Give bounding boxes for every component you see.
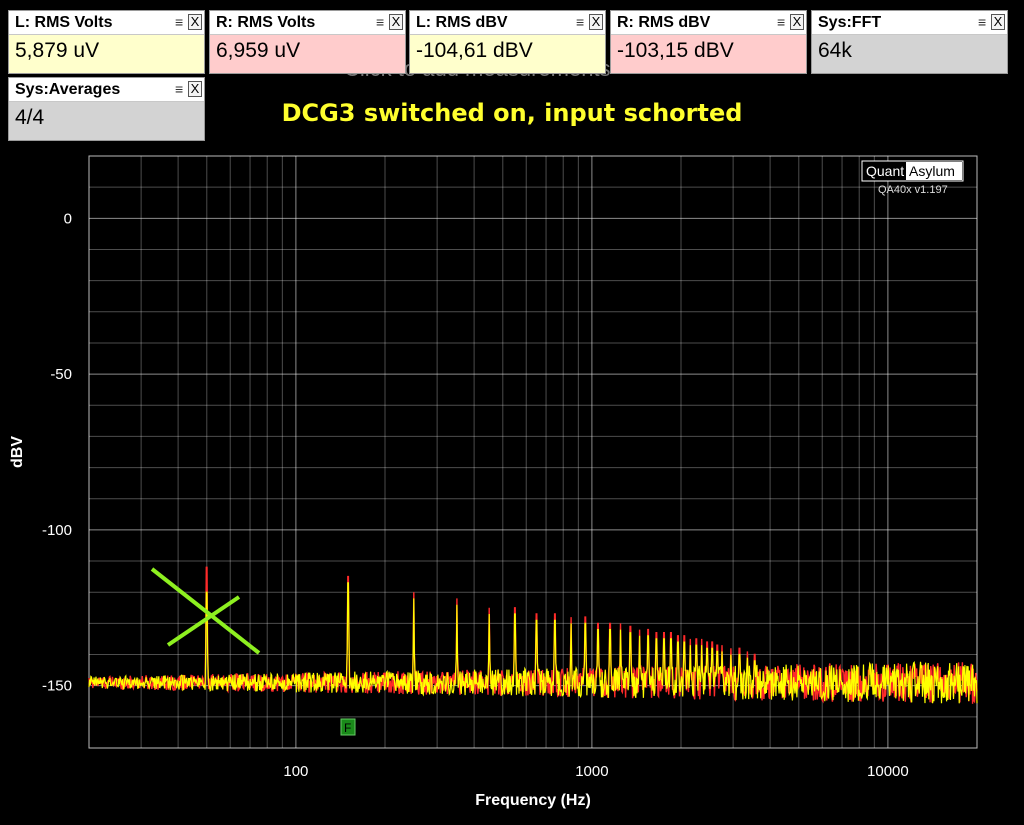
menu-icon[interactable]: ≡ (376, 14, 385, 30)
menu-icon[interactable]: ≡ (978, 14, 987, 30)
f-marker[interactable]: F (340, 718, 356, 736)
y-tick-label: -100 (42, 522, 72, 539)
f-marker-label[interactable]: F (344, 721, 351, 735)
plot-area[interactable] (88, 155, 978, 749)
x-tick-label: 1000 (575, 763, 608, 780)
close-icon[interactable]: X (589, 14, 603, 30)
measurement-tile-r-rms-volts[interactable]: R: RMS Volts ≡ X 6,959 uV (209, 10, 406, 74)
close-icon[interactable]: X (991, 14, 1005, 30)
tile-value: 64k (818, 39, 852, 62)
tile-name: L: RMS Volts (15, 14, 113, 31)
x-tick-label: 10000 (867, 763, 909, 780)
tile-value: -103,15 dBV (617, 39, 734, 62)
close-icon[interactable]: X (188, 14, 202, 30)
cross-annotation (150, 567, 261, 655)
tile-value: 6,959 uV (216, 39, 301, 62)
y-tick-label: 0 (64, 210, 72, 227)
y-axis-label: dBV (9, 436, 26, 468)
logo-asylum: Asylum (909, 163, 955, 179)
axis-tick-labels: 0 -50 -100 -150 100 1000 10000 (42, 210, 909, 780)
menu-icon[interactable]: ≡ (175, 81, 184, 97)
annotation-title: DCG3 switched on, input schorted (281, 99, 743, 127)
x-axis-label: Frequency (Hz) (475, 792, 591, 809)
series-yellow-line (88, 582, 978, 704)
tile-value: 5,879 uV (15, 39, 100, 62)
tile-value: 4/4 (15, 106, 45, 129)
version-text: QA40x v1.197 (878, 184, 948, 196)
y-tick-label: -50 (50, 366, 72, 383)
tile-name: Sys:FFT (818, 14, 882, 31)
logo: Quant Asylum QA40x v1.197 (861, 160, 964, 196)
menu-icon[interactable]: ≡ (175, 14, 184, 30)
measurement-tile-r-rms-dbv[interactable]: R: RMS dBV ≡ X -103,15 dBV (610, 10, 807, 74)
tile-name: R: RMS dBV (617, 14, 711, 31)
measurement-tile-sys-averages[interactable]: Sys:Averages ≡ X 4/4 (8, 77, 205, 141)
menu-icon[interactable]: ≡ (777, 14, 786, 30)
measurement-tile-sys-fft[interactable]: Sys:FFT ≡ X 64k (811, 10, 1008, 74)
measurement-tile-l-rms-volts[interactable]: L: RMS Volts ≡ X 5,879 uV (8, 10, 205, 74)
y-tick-label: -150 (42, 678, 72, 695)
series-layer (88, 566, 978, 704)
close-icon[interactable]: X (790, 14, 804, 30)
logo-quant: Quant (866, 163, 904, 179)
close-icon[interactable]: X (389, 14, 403, 30)
tile-name: R: RMS Volts (216, 14, 316, 31)
tile-value: -104,61 dBV (416, 39, 533, 62)
measurement-tile-l-rms-dbv[interactable]: L: RMS dBV ≡ X -104,61 dBV (409, 10, 606, 74)
tile-name: L: RMS dBV (416, 14, 508, 31)
close-icon[interactable]: X (188, 81, 202, 97)
x-tick-label: 100 (283, 763, 308, 780)
menu-icon[interactable]: ≡ (576, 14, 585, 30)
tile-name: Sys:Averages (15, 81, 121, 98)
